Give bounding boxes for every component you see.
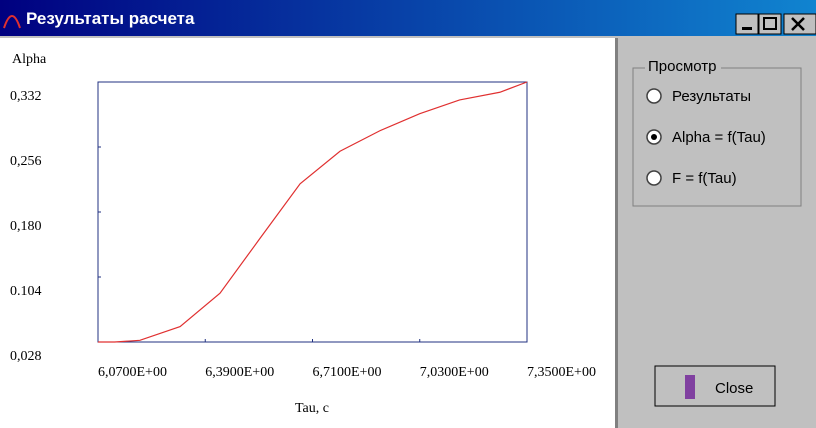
y-tick-label: 0,256 [10, 154, 42, 169]
close-icon [685, 375, 695, 399]
radio-button[interactable] [647, 171, 661, 185]
x-tick-label: 6,0700E+00 [98, 365, 167, 380]
close-window-button[interactable] [784, 14, 816, 34]
window-buttons[interactable] [736, 14, 816, 34]
radio-label[interactable]: Результаты [672, 88, 751, 105]
x-tick-label: 7,3500E+00 [527, 365, 596, 380]
splitter [615, 38, 618, 428]
x-axis-label: Tau, c [295, 401, 329, 416]
y-tick-label: 0,028 [10, 349, 42, 364]
close-button[interactable]: Close [655, 366, 775, 406]
minimize-glyph [742, 27, 752, 30]
minimize-button[interactable] [736, 14, 758, 34]
radio-label[interactable]: Alpha = f(Tau) [672, 129, 766, 146]
close-button-label: Close [715, 380, 753, 397]
window: Результаты расчета Alpha Tau, c Просмотр… [0, 0, 816, 428]
y-tick-label: 0,180 [10, 219, 42, 234]
radio-label[interactable]: F = f(Tau) [672, 170, 737, 187]
y-axis-label: Alpha [12, 52, 47, 67]
group-title: Просмотр [648, 58, 717, 75]
y-tick-label: 0.104 [10, 284, 42, 299]
x-tick-label: 6,3900E+00 [205, 365, 274, 380]
y-tick-label: 0,332 [10, 89, 42, 104]
window-title: Результаты расчета [26, 9, 195, 28]
x-tick-label: 7,0300E+00 [420, 365, 489, 380]
radio-button[interactable] [647, 89, 661, 103]
radio-dot [651, 134, 657, 140]
chart-area [0, 38, 615, 428]
x-tick-label: 6,7100E+00 [313, 365, 382, 380]
